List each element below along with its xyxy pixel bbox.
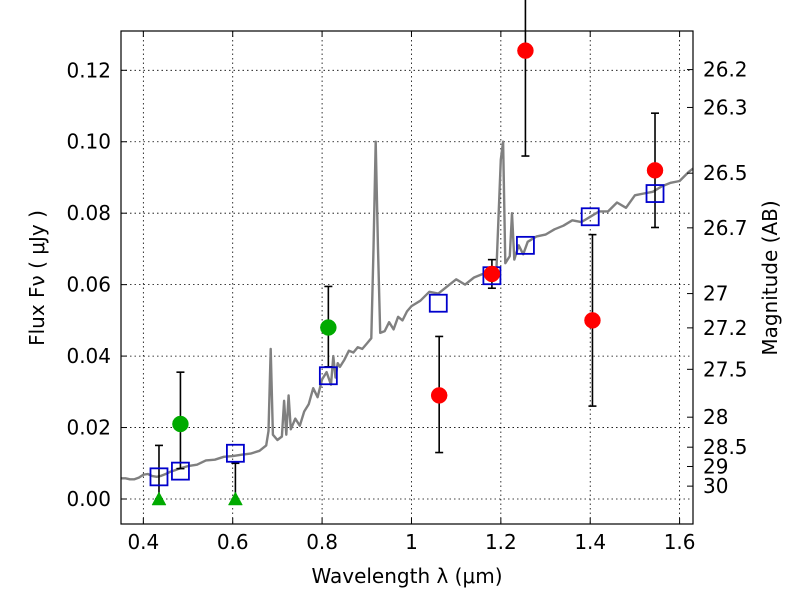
x-tick-label: 0.6 <box>217 530 249 554</box>
right-tick-label: 27.2 <box>703 316 748 340</box>
right-tick-label: 29 <box>703 454 728 478</box>
y-tick-label: 0.06 <box>66 273 111 297</box>
y-tick-label: 0.10 <box>66 130 111 154</box>
model-photometry-square <box>225 443 245 463</box>
right-tick-label: 26.3 <box>703 95 748 119</box>
right-tick-label: 27 <box>703 282 728 306</box>
y-tick-label: 0.04 <box>66 344 111 368</box>
right-tick-label: 30 <box>703 474 728 498</box>
upper-limit-triangle <box>227 491 243 506</box>
observed-point <box>646 162 664 179</box>
y-tick-label: 0.02 <box>66 416 111 440</box>
right-tick-label: 27.5 <box>703 357 748 381</box>
x-tick-label: 1.6 <box>664 530 696 554</box>
observed-point <box>483 265 501 283</box>
x-tick-label: 0.8 <box>306 530 338 554</box>
model-photometry-square <box>318 366 338 386</box>
y-axis-label-left: Flux Fν ( μJy ) <box>25 210 49 346</box>
right-tick-label: 26.2 <box>703 58 748 82</box>
right-tick-label: 28 <box>703 405 728 429</box>
y-axis-left: 0.00 0.02 0.04 0.06 0.08 0.10 0.12 <box>66 58 127 511</box>
model-spectrum-line <box>121 140 694 481</box>
upper-limit-triangle <box>151 491 167 506</box>
model-photometry-square <box>516 235 535 255</box>
observed-point <box>320 319 337 336</box>
y-tick-label: 0.00 <box>66 487 111 511</box>
plot-area <box>121 31 693 524</box>
x-tick-label: 0.4 <box>127 530 159 554</box>
right-tick-label: 26.5 <box>703 161 748 185</box>
model-photometry-square <box>645 184 665 203</box>
y-tick-label: 0.12 <box>66 58 111 82</box>
model-photometry-square <box>580 207 600 227</box>
model-photometry-square <box>149 467 169 487</box>
observed-point <box>517 42 534 59</box>
y-tick-label: 0.08 <box>66 201 111 225</box>
right-tick-label: 26.7 <box>703 216 748 240</box>
model-photometry-square <box>428 293 448 313</box>
x-tick-label: 1.2 <box>485 530 517 554</box>
observed-point <box>172 415 189 433</box>
x-tick-label: 1 <box>405 530 418 554</box>
model-spectrum-group <box>121 140 694 481</box>
plot-frame <box>120 30 694 525</box>
y-axis-label-right: Magnitude (AB) <box>758 200 782 355</box>
x-tick-label: 1.4 <box>574 530 606 554</box>
x-axis: 0.4 0.6 0.8 1 1.2 1.4 1.6 <box>127 31 696 554</box>
grid <box>121 31 693 524</box>
observed-point <box>430 387 448 404</box>
model-photometry-square <box>171 461 190 481</box>
markers-group <box>149 0 665 506</box>
right-tick-label: 28.5 <box>703 435 748 459</box>
x-axis-label: Wavelength λ (μm) <box>311 564 502 588</box>
observed-point <box>584 312 601 329</box>
